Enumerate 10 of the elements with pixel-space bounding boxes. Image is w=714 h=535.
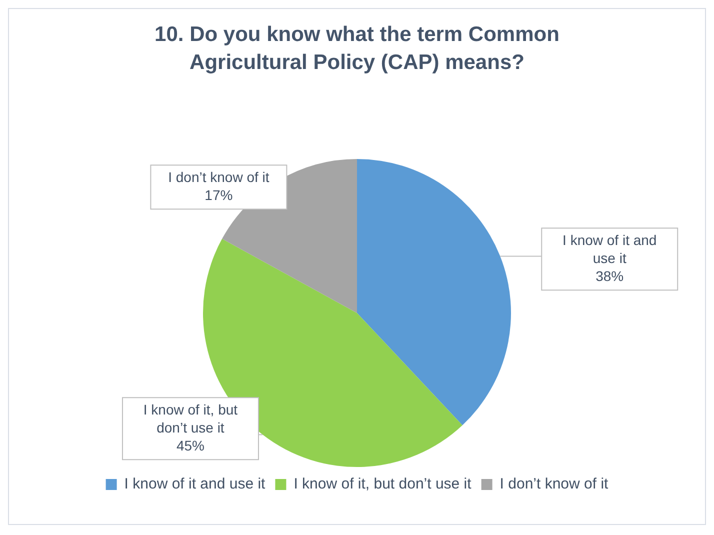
data-label: 45% xyxy=(176,437,204,454)
chart-title: 10. Do you know what the term Common Agricultural Policy (CAP) means? xyxy=(154,22,560,76)
data-label: 17% xyxy=(204,186,233,203)
legend-label: I don’t know of it xyxy=(500,476,610,493)
slice-label: I don’t know of it xyxy=(168,168,270,185)
data-label: 38% xyxy=(596,268,624,284)
legend-label: I know of it and use it xyxy=(124,476,266,493)
legend-label: I know of it, but don’t use it xyxy=(294,476,472,493)
slice-label: I know of it and use it xyxy=(562,232,657,266)
slice-label: I know of it, but don’t use it xyxy=(143,401,238,436)
